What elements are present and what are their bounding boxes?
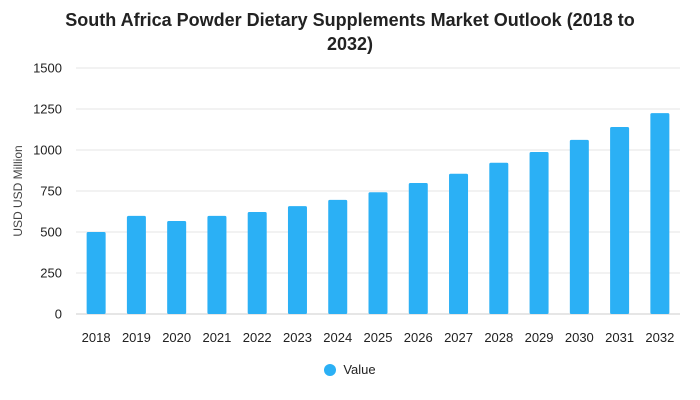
x-tick-label: 2028: [484, 330, 513, 345]
legend-label: Value: [343, 362, 376, 377]
x-tick-label: 2026: [404, 330, 433, 345]
chart-title-line-2: 2032): [326, 34, 374, 54]
bar-2027[interactable]: [449, 173, 469, 314]
y-tick-label: 250: [40, 266, 62, 281]
x-tick-label: 2020: [162, 330, 191, 345]
x-tick-label: 2022: [243, 330, 272, 345]
y-axis-ticks: 0 250 500 750 1000 1250 1500: [33, 61, 62, 322]
x-tick-label: 2032: [645, 330, 674, 345]
bar-2018[interactable]: [86, 232, 106, 314]
bar-2020[interactable]: [167, 221, 187, 314]
y-tick-label: 1250: [33, 102, 62, 117]
bar-2031[interactable]: [610, 127, 630, 314]
x-tick-label: 2019: [122, 330, 151, 345]
y-tick-label: 750: [40, 184, 62, 199]
y-axis-title: USD USD Million: [11, 145, 25, 236]
y-tick-label: 1000: [33, 143, 62, 158]
bar-2023[interactable]: [287, 206, 307, 314]
chart-title: South Africa Powder Dietary Supplements …: [0, 8, 700, 56]
bar-2019[interactable]: [126, 215, 146, 314]
y-tick-label: 500: [40, 225, 62, 240]
bar-2024[interactable]: [328, 199, 348, 314]
legend: Value: [0, 362, 700, 377]
chart-title-line-1: South Africa Powder Dietary Supplements …: [65, 10, 635, 30]
bars: [86, 113, 670, 314]
x-tick-label: 2029: [525, 330, 554, 345]
y-tick-label: 0: [55, 307, 62, 322]
bar-2032[interactable]: [650, 113, 670, 314]
x-tick-label: 2024: [323, 330, 352, 345]
x-tick-label: 2031: [605, 330, 634, 345]
bar-2030[interactable]: [569, 139, 589, 314]
legend-swatch: [324, 363, 337, 376]
bar-2022[interactable]: [247, 211, 267, 314]
x-tick-label: 2025: [364, 330, 393, 345]
bar-2029[interactable]: [529, 151, 549, 314]
bar-2025[interactable]: [368, 192, 388, 314]
x-tick-label: 2018: [82, 330, 111, 345]
x-axis-ticks: 2018 2019 2020 2021 2022 2023 2024 2025 2026 2027…: [82, 330, 675, 345]
x-tick-label: 2030: [565, 330, 594, 345]
bar-2026[interactable]: [408, 182, 428, 314]
bar-2021[interactable]: [207, 215, 227, 314]
y-tick-label: 1500: [33, 61, 62, 76]
bar-2028[interactable]: [489, 162, 509, 314]
x-tick-label: 2023: [283, 330, 312, 345]
x-tick-label: 2021: [202, 330, 231, 345]
x-tick-label: 2027: [444, 330, 473, 345]
